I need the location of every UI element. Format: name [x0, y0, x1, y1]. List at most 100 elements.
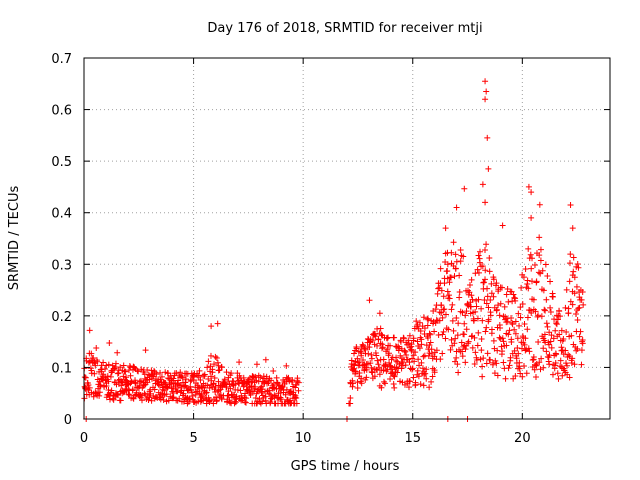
data-point [522, 347, 529, 354]
data-point [268, 377, 275, 384]
data-point [432, 306, 439, 313]
data-point [112, 360, 119, 367]
data-point [410, 335, 417, 342]
data-point [90, 355, 97, 362]
data-point [446, 292, 453, 299]
data-point [157, 369, 164, 376]
data-point [418, 341, 425, 348]
data-point [579, 340, 586, 347]
data-point [91, 370, 98, 377]
data-point [472, 308, 479, 315]
data-point [515, 310, 522, 317]
data-point [436, 317, 443, 324]
data-point [111, 365, 118, 372]
data-point [397, 337, 404, 344]
data-point [490, 293, 497, 300]
data-point [485, 316, 492, 323]
data-point [366, 344, 373, 351]
data-point [524, 281, 531, 288]
x-axis-label: GPS time / hours [291, 459, 400, 474]
data-point [400, 334, 407, 341]
data-point [566, 278, 573, 285]
data-point [553, 351, 560, 358]
data-point [482, 276, 489, 283]
data-point [283, 362, 290, 369]
data-point [386, 350, 393, 357]
data-point [415, 356, 422, 363]
chart-title: Day 176 of 2018, SRMTID for receiver mtj… [207, 21, 482, 36]
data-point [508, 336, 515, 343]
data-point [347, 400, 354, 407]
data-point [398, 365, 405, 372]
data-point [496, 312, 503, 319]
data-point [207, 363, 214, 370]
data-point [354, 385, 361, 392]
data-point [412, 349, 419, 356]
data-point [456, 288, 463, 295]
data-point [556, 308, 563, 315]
data-point [377, 325, 384, 332]
data-point [547, 309, 554, 316]
data-point [525, 183, 532, 190]
data-point [461, 185, 468, 192]
data-point [103, 362, 110, 369]
data-point [266, 387, 273, 394]
data-point [523, 346, 530, 353]
data-point [502, 375, 509, 382]
data-point [575, 305, 582, 312]
data-point [523, 370, 530, 377]
data-point [391, 384, 398, 391]
data-point [558, 364, 565, 371]
data-point [128, 378, 135, 385]
data-point [525, 245, 532, 252]
data-point [519, 301, 526, 308]
data-point [208, 323, 215, 330]
data-point [536, 234, 543, 241]
data-point [476, 248, 483, 255]
data-point [211, 361, 218, 368]
data-point [453, 315, 460, 322]
data-point [365, 350, 372, 357]
data-point [396, 345, 403, 352]
data-point [204, 364, 211, 371]
data-point [519, 345, 526, 352]
data-point [569, 355, 576, 362]
data-point [391, 373, 398, 380]
data-point [517, 304, 524, 311]
data-point [105, 378, 112, 385]
data-point [566, 260, 573, 267]
data-point [493, 280, 500, 287]
data-point [129, 386, 136, 393]
data-point [529, 255, 536, 262]
data-point [427, 339, 434, 346]
data-point [572, 311, 579, 318]
data-point [390, 381, 397, 388]
data-point [141, 381, 148, 388]
data-point [378, 384, 385, 391]
data-point [455, 320, 462, 327]
data-point [228, 370, 235, 377]
data-point [214, 320, 221, 327]
data-point [423, 375, 430, 382]
data-point [387, 363, 394, 370]
data-point [237, 387, 244, 394]
data-point [543, 348, 550, 355]
data-point [506, 327, 513, 334]
data-point [463, 308, 470, 315]
data-point [569, 301, 576, 308]
data-point [522, 265, 529, 272]
data-point [252, 394, 259, 401]
data-point [212, 353, 219, 360]
data-point [483, 300, 490, 307]
data-point [535, 269, 542, 276]
data-point [86, 327, 93, 334]
data-point [449, 317, 456, 324]
data-point [469, 296, 476, 303]
data-point [262, 356, 269, 363]
data-point [480, 355, 487, 362]
data-point [416, 345, 423, 352]
data-point [420, 353, 427, 360]
data-point [151, 386, 158, 393]
data-point [565, 305, 572, 312]
